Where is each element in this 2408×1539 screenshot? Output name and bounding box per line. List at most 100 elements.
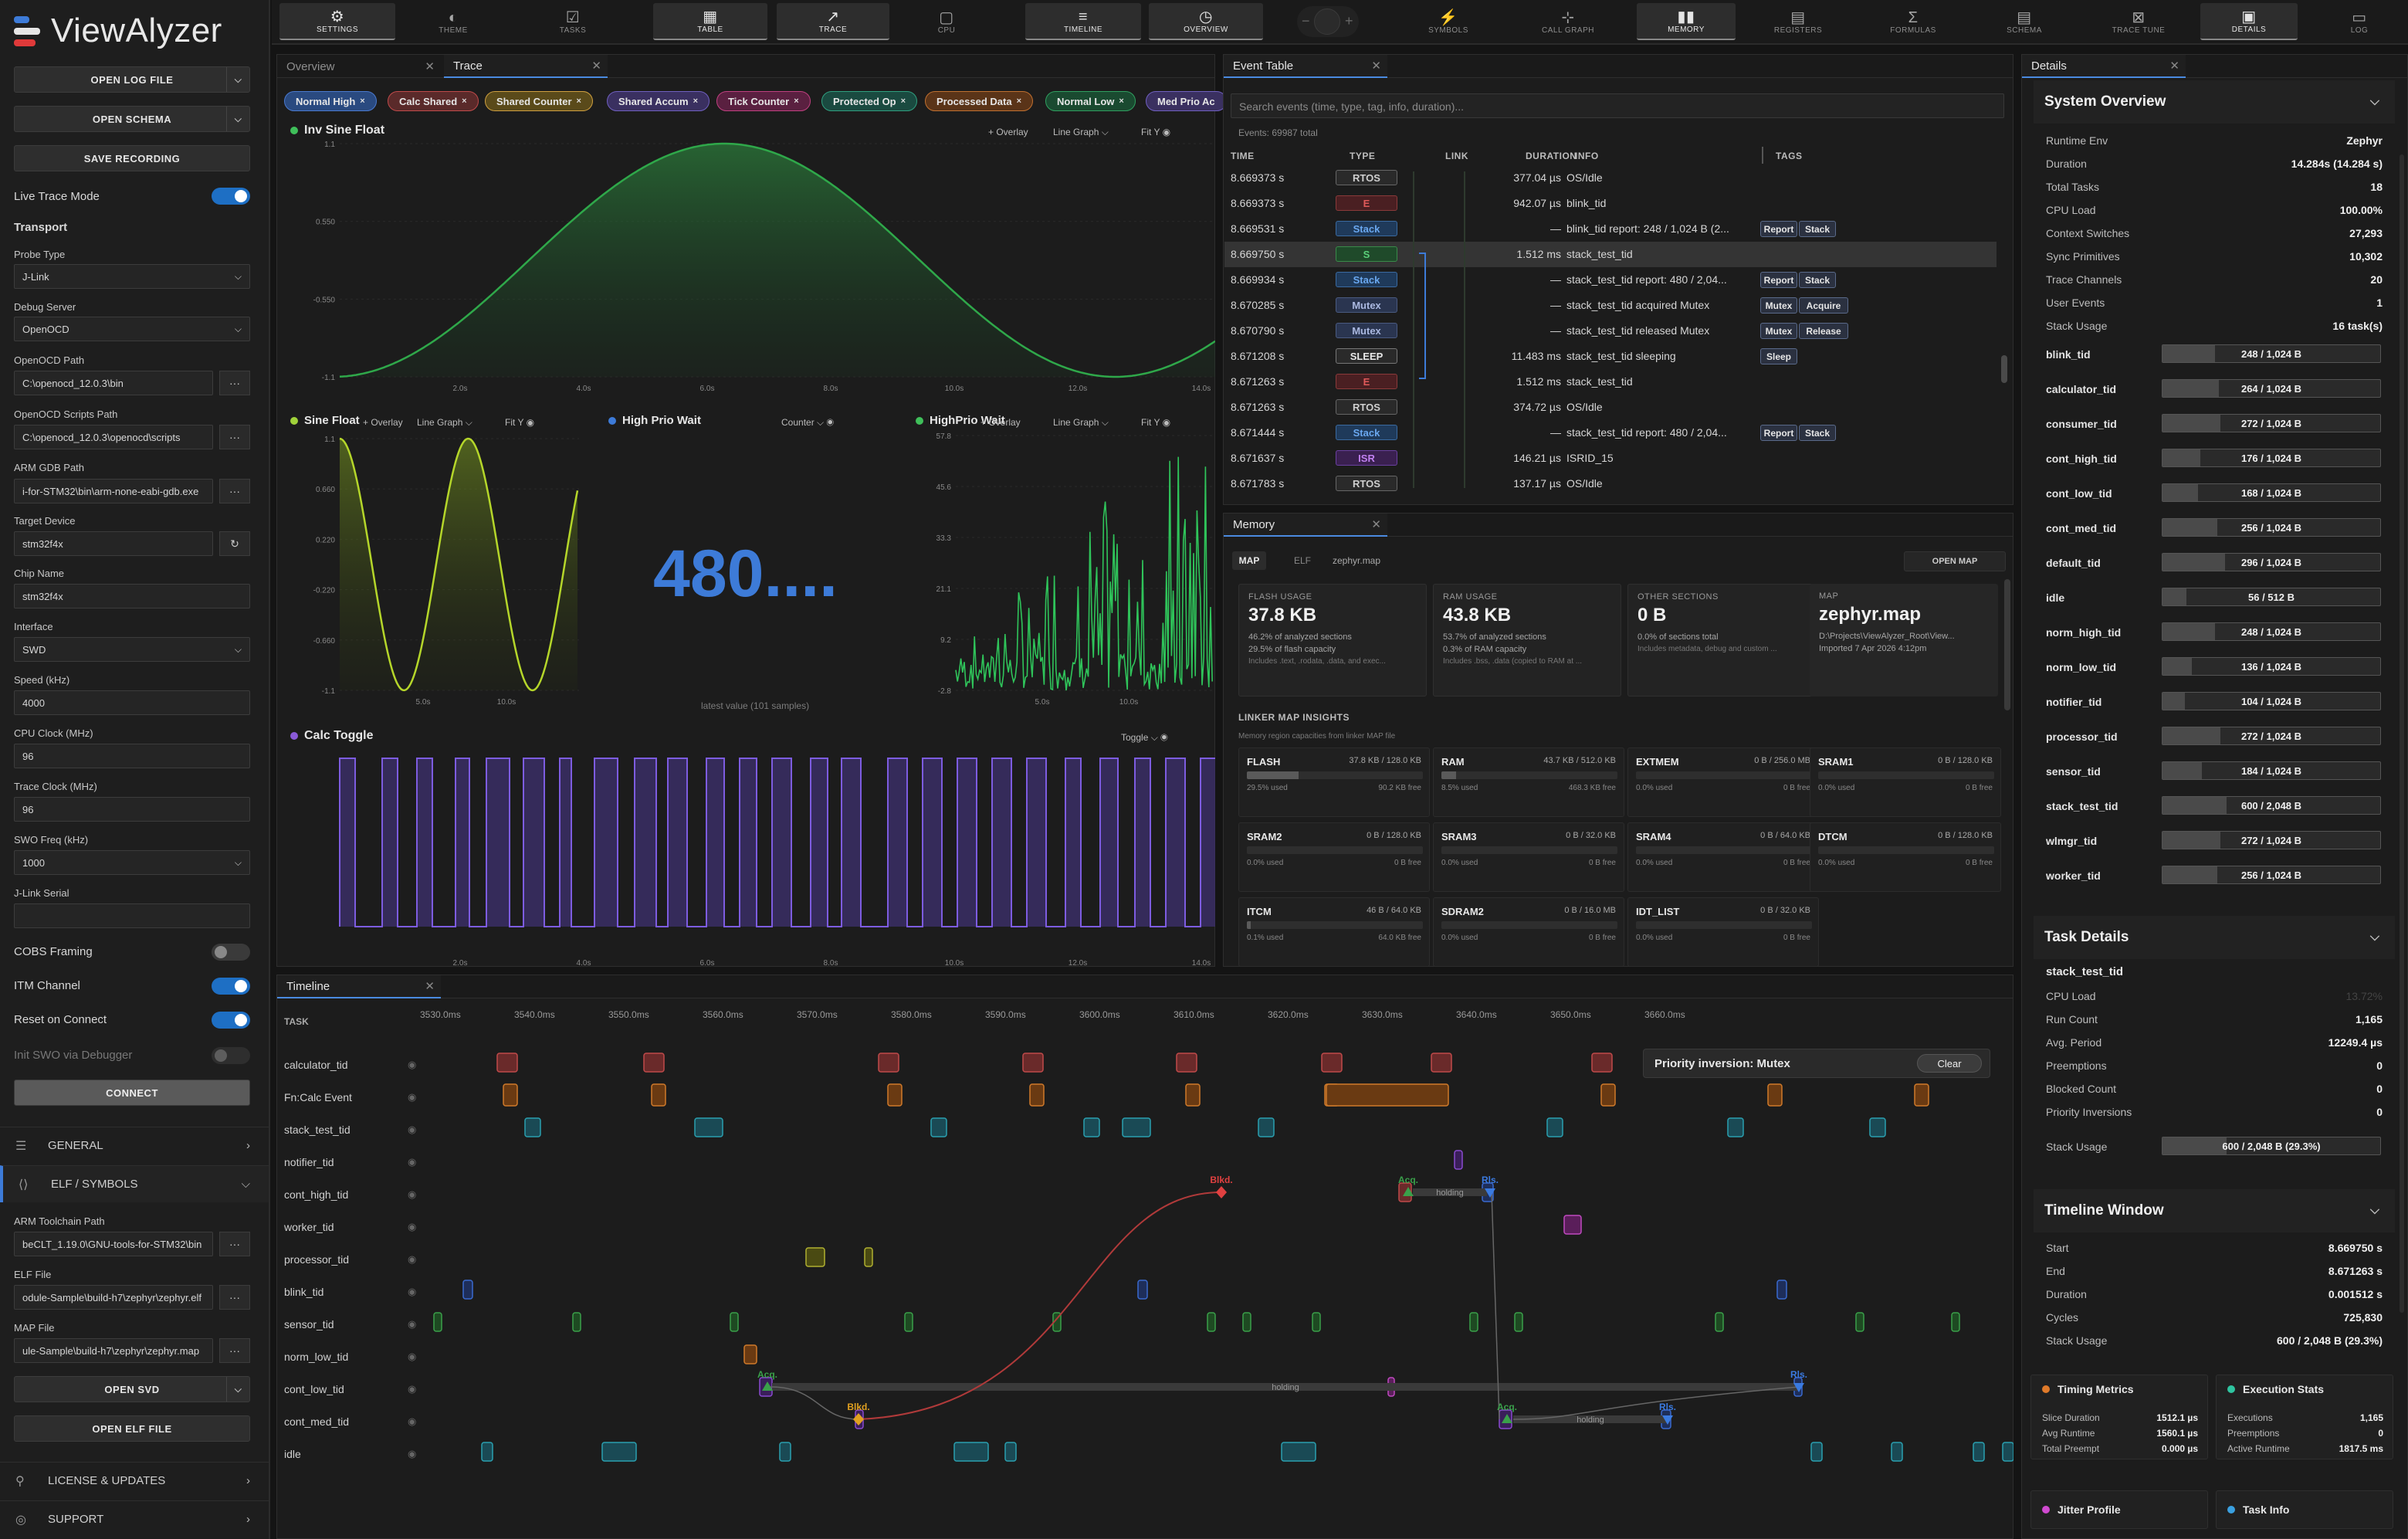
toolbar-registers[interactable]: ▤ REGISTERS <box>1753 3 1844 40</box>
init-swo-toggle[interactable] <box>212 1047 250 1064</box>
swo-freq-select[interactable]: 1000 ⌵ <box>14 850 250 875</box>
chevron-down-icon[interactable]: ⌵ <box>226 67 249 92</box>
eye-icon[interactable]: ◉ <box>526 417 535 428</box>
eye-icon[interactable]: ◉ <box>1162 417 1171 428</box>
timeline-task-row[interactable]: processor_tid ◉ <box>284 1243 2006 1276</box>
event-row[interactable]: 8.669373 s E 942.07 µs blink_tid <box>1224 191 1997 216</box>
col-type[interactable]: TYPE <box>1350 151 1376 161</box>
elf-file-input[interactable]: odule-Sample\build-h7\zephyr\zephyr.elf <box>14 1285 213 1310</box>
probe-type-select[interactable]: J-Link ⌵ <box>14 264 250 289</box>
openocd-path-input[interactable]: C:\openocd_12.0.3\bin <box>14 371 213 395</box>
channel-chip[interactable]: Med Prio Ac <box>1146 91 1227 111</box>
close-icon[interactable]: ✕ <box>591 59 601 73</box>
eye-icon[interactable]: ◉ <box>408 1253 417 1265</box>
map-file-input[interactable]: ule-Sample\build-h7\zephyr\zephyr.map <box>14 1338 213 1363</box>
close-icon[interactable]: × <box>1119 97 1124 106</box>
toolbar-theme[interactable]: ◐ THEME <box>411 3 496 40</box>
timeline-task-row[interactable]: Fn:Calc Event ◉ <box>284 1081 2006 1114</box>
browse-button[interactable]: ··· <box>219 371 250 395</box>
timeline-window-header[interactable]: Timeline Window ⌵ <box>2034 1189 2395 1232</box>
task-info-card[interactable]: Task Info <box>2216 1490 2393 1529</box>
open-map-button[interactable]: OPEN MAP <box>1904 551 2006 571</box>
connect-button[interactable]: CONNECT <box>14 1080 250 1106</box>
memory-scrollbar[interactable] <box>2004 579 2010 710</box>
tab-overview[interactable]: Overview ✕ <box>286 59 435 74</box>
live-trace-toggle[interactable] <box>212 188 250 205</box>
fit-y-button[interactable]: Fit Y ◉ <box>1141 417 1171 428</box>
clear-button[interactable]: Clear <box>1917 1054 1982 1073</box>
toolbar-trace[interactable]: ↗ TRACE <box>777 3 889 40</box>
event-row[interactable]: 8.671637 s ISR 146.21 µs ISRID_15 <box>1224 446 1997 471</box>
open-log-button[interactable]: OPEN LOG FILE ⌵ <box>14 66 250 93</box>
general-section[interactable]: ☰ GENERAL › <box>0 1127 269 1164</box>
toolbar-symbols[interactable]: ⚡ SYMBOLS <box>1410 3 1487 40</box>
event-search-input[interactable]: Search events (time, type, tag, info, du… <box>1231 93 2004 118</box>
open-schema-button[interactable]: OPEN SCHEMA ⌵ <box>14 106 250 132</box>
col-tags[interactable]: TAGS <box>1776 151 1803 161</box>
graph-type-select[interactable]: Line Graph ⌵ <box>1053 127 1109 137</box>
event-scrollbar[interactable] <box>2001 355 2007 383</box>
close-icon[interactable]: ✕ <box>1371 518 1381 531</box>
browse-button[interactable]: ··· <box>219 479 250 503</box>
display-type-select[interactable]: Counter ⌵ ◉ <box>781 417 834 428</box>
reset-toggle[interactable] <box>212 1012 250 1029</box>
event-row[interactable]: 8.671263 s RTOS 374.72 µs OS/Idle <box>1224 395 1997 420</box>
channel-chip[interactable]: Calc Shared × <box>388 91 479 111</box>
event-tag[interactable]: Sleep <box>1760 348 1797 364</box>
event-tag[interactable]: Release <box>1799 323 1848 339</box>
timeline-task-row[interactable]: calculator_tid ◉ <box>284 1049 2006 1081</box>
event-row[interactable]: 8.669531 s Stack — blink_tid report: 248 / … <box>1224 216 1997 242</box>
toolbar-trace-tune[interactable]: ⊠ TRACE TUNE <box>2100 3 2177 40</box>
tab-map[interactable]: MAP <box>1232 551 1266 570</box>
close-icon[interactable]: × <box>794 97 799 106</box>
support-section[interactable]: ◎ SUPPORT › <box>0 1500 269 1537</box>
tab-memory[interactable]: Memory ✕ <box>1224 514 1387 537</box>
eye-icon[interactable]: ◉ <box>408 1448 417 1459</box>
timeline-task-row[interactable]: cont_med_tid ◉ <box>284 1405 2006 1438</box>
cpu-clock-input[interactable]: 96 <box>14 744 250 768</box>
open-svd-button[interactable]: OPEN SVD ⌵ <box>14 1376 250 1402</box>
cobs-toggle[interactable] <box>212 944 250 961</box>
event-tag[interactable]: Stack <box>1799 425 1836 441</box>
timeline-task-row[interactable]: idle ◉ <box>284 1438 2006 1470</box>
event-tag[interactable]: Report <box>1760 425 1797 441</box>
tab-event-table[interactable]: Event Table ✕ <box>1224 55 1387 78</box>
column-divider[interactable] <box>1762 147 1763 164</box>
close-icon[interactable]: ✕ <box>2169 59 2179 73</box>
jlink-serial-input[interactable] <box>14 903 250 928</box>
overlay-button[interactable]: + Overlay <box>363 417 403 428</box>
eye-icon[interactable]: ◉ <box>408 1415 417 1427</box>
channel-chip[interactable]: Tick Counter × <box>716 91 811 111</box>
browse-button[interactable]: ··· <box>219 425 250 449</box>
timeline-task-row[interactable]: cont_low_tid ◉ <box>284 1373 2006 1405</box>
eye-icon[interactable]: ◉ <box>408 1188 417 1200</box>
elf-symbols-section[interactable]: ⟨⟩ ELF / SYMBOLS ⌵ <box>0 1165 269 1202</box>
speed-input[interactable]: 4000 <box>14 690 250 715</box>
event-tag[interactable]: Report <box>1760 272 1797 288</box>
eye-icon[interactable]: ◉ <box>1162 127 1171 137</box>
graph-type-select[interactable]: Line Graph ⌵ <box>1053 417 1109 428</box>
col-link[interactable]: LINK <box>1445 151 1468 161</box>
toolbar-cpu[interactable]: ▢ CPU <box>916 3 977 40</box>
timeline-task-row[interactable]: norm_low_tid ◉ <box>284 1341 2006 1373</box>
eye-icon[interactable]: ◉ <box>408 1351 417 1362</box>
details-scrollbar[interactable] <box>2400 154 2404 1313</box>
eye-icon[interactable]: ◉ <box>408 1156 417 1168</box>
event-row[interactable]: 8.669373 s RTOS 377.04 µs OS/Idle <box>1224 165 1997 191</box>
toolbar-schema[interactable]: ▤ SCHEMA <box>1986 3 2063 40</box>
toolbar-formulas[interactable]: Σ FORMULAS <box>1875 3 1952 40</box>
eye-icon[interactable]: ◉ <box>408 1221 417 1232</box>
toolchain-input[interactable]: beCLT_1.19.0\GNU-tools-for-STM32\bin <box>14 1232 213 1256</box>
channel-chip[interactable]: Protected Op × <box>821 91 918 111</box>
event-tag[interactable]: Stack <box>1799 272 1836 288</box>
system-overview-header[interactable]: System Overview ⌵ <box>2034 80 2395 124</box>
scripts-path-input[interactable]: C:\openocd_12.0.3\openocd\scripts <box>14 425 213 449</box>
graph-type-select[interactable]: Line Graph ⌵ <box>417 417 472 428</box>
save-recording-button[interactable]: SAVE RECORDING <box>14 145 250 171</box>
tab-details[interactable]: Details ✕ <box>2022 55 2186 78</box>
event-row[interactable]: 8.669934 s Stack — stack_test_tid report: 4… <box>1224 267 1997 293</box>
itm-toggle[interactable] <box>212 978 250 995</box>
close-icon[interactable]: × <box>576 97 581 106</box>
overlay-button[interactable]: + Overlay <box>980 417 1021 428</box>
gdb-path-input[interactable]: i-for-STM32\bin\arm-none-eabi-gdb.exe <box>14 479 213 503</box>
